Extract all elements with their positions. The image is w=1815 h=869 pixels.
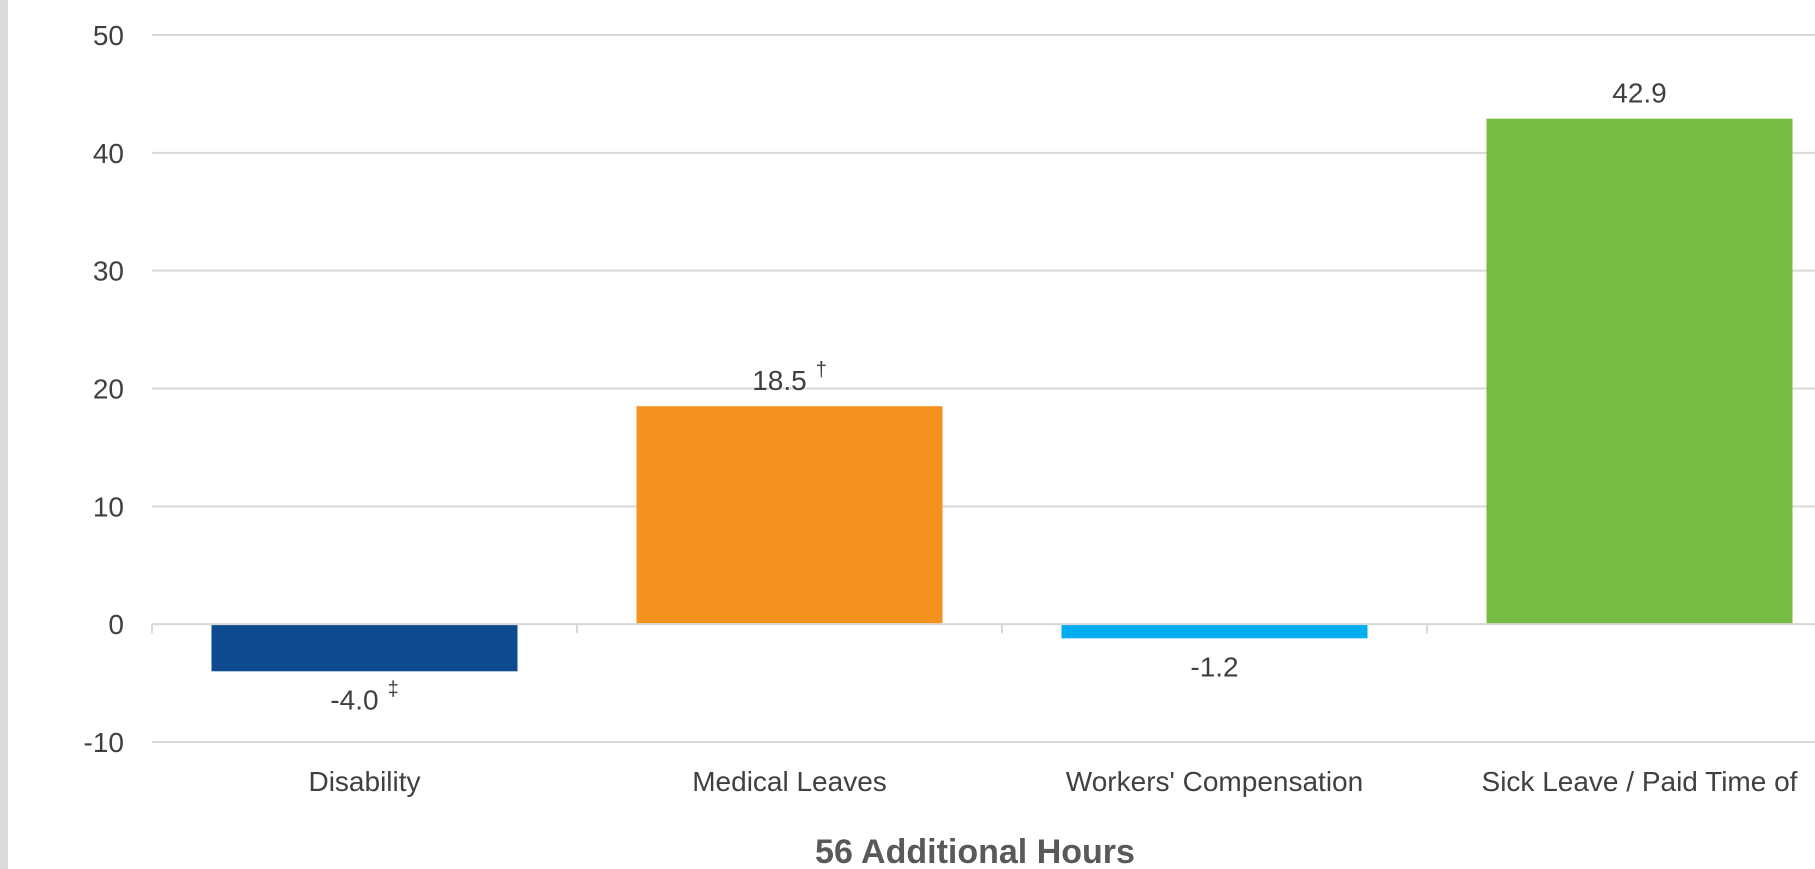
x-axis — [151, 623, 1815, 634]
bar-medical-leaves — [636, 406, 943, 625]
category-labels: Disability Medical Leaves Workers' Compens… — [308, 766, 1797, 797]
y-tick-label: 0 — [108, 609, 124, 640]
data-label: -1.2 — [1190, 651, 1238, 682]
bars — [211, 118, 1793, 672]
y-tick-label: 20 — [93, 374, 124, 405]
data-label: 42.9 — [1612, 78, 1667, 109]
data-label: 18.5 † — [752, 359, 827, 396]
y-tick-label: 10 — [93, 491, 124, 522]
y-tick-label: 40 — [93, 138, 124, 169]
data-labels: -4.0 ‡ 18.5 † -1.2 42.9 — [330, 78, 1666, 716]
category-label: Sick Leave / Paid Time of — [1482, 766, 1798, 797]
y-tick-label: -10 — [84, 727, 124, 758]
bar-sick-leave-paid-time-of — [1486, 118, 1793, 625]
left-edge-border — [0, 0, 8, 869]
y-axis-ticks: -10 0 10 20 30 40 50 — [84, 20, 124, 758]
category-label: Disability — [308, 766, 420, 797]
data-label: -4.0 ‡ — [330, 678, 398, 715]
data-label-footnote-mark: † — [816, 359, 827, 381]
category-label: Medical Leaves — [692, 766, 887, 797]
x-axis-title: 56 Additional Hours — [815, 833, 1135, 869]
bar-disability — [211, 624, 518, 672]
y-tick-label: 30 — [93, 256, 124, 287]
data-label-footnote-mark: ‡ — [388, 678, 399, 700]
category-label: Workers' Compensation — [1066, 766, 1363, 797]
y-tick-label: 50 — [93, 20, 124, 51]
bar-workers-compensation — [1061, 624, 1368, 639]
